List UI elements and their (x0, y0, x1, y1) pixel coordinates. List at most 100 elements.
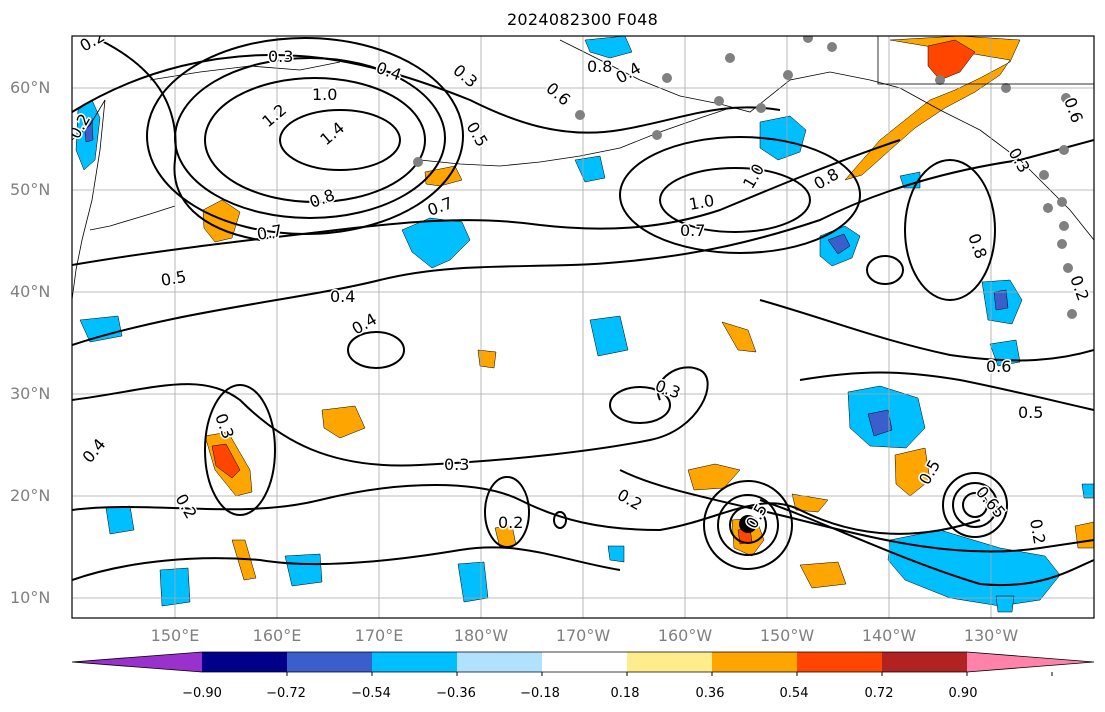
lon-label-150e: 150°E (150, 626, 200, 645)
contour-ty-2 (717, 494, 779, 556)
contour-ne-3 (904, 159, 996, 301)
typhoon-center (739, 515, 757, 533)
colorbar-segment (627, 652, 712, 672)
lon-label-140w: 140°W (861, 626, 917, 645)
shade-blue-45n (401, 217, 471, 269)
contour-label: 0.7 (680, 221, 705, 240)
contour-nw-4 (279, 109, 401, 171)
lon-label-150w: 150°W (759, 626, 815, 645)
shade-ak-blue (584, 36, 633, 59)
lat-label-20n: 20°N (10, 486, 51, 505)
shade-orange-19n (791, 493, 829, 513)
contour-nw-5 (72, 139, 1094, 346)
colorbar-tick: 0.72 (864, 686, 894, 701)
contour-ne-2 (619, 136, 861, 254)
contour-s-2 (553, 511, 567, 529)
colorbar-tick: 0.90 (948, 686, 978, 701)
shade-orange-10n-w (1074, 521, 1094, 549)
lat-label-60n: 60°N (10, 78, 51, 97)
shade-gulf-red (927, 39, 976, 81)
station-markers (413, 36, 1077, 319)
contour-e-2 (952, 482, 998, 528)
colorbar-segment (287, 652, 372, 672)
shade-blue-8n (995, 595, 1015, 613)
lat-label-30n: 30°N (10, 384, 51, 403)
lon-label-170e: 170°E (354, 626, 404, 645)
shade-orange-14n (799, 561, 847, 589)
shade-orange-52n (202, 199, 241, 243)
shade-blue-aleut (759, 115, 807, 161)
contour-label: 0.5 (1018, 403, 1043, 422)
shade-orange-31n (721, 321, 757, 353)
lon-label-130w: 130°W (963, 626, 1019, 645)
lon-label-170w: 170°W (555, 626, 611, 645)
shade-red-25n (211, 443, 241, 479)
contour-c-5 (759, 499, 1094, 586)
shade-blue-15n-c (607, 545, 625, 563)
contour-e-1 (962, 492, 988, 518)
lon-label-180w: 180°W (453, 626, 509, 645)
colorbar-tick: −0.90 (182, 686, 222, 701)
colorbar (71, 651, 1095, 676)
shade-blue-17n-e (1081, 483, 1094, 499)
contour-ne-4 (866, 255, 904, 285)
shade-blue-27n-dark (867, 409, 893, 437)
colorbar-tick: 0.18 (610, 686, 640, 701)
contour-c-1 (72, 366, 709, 467)
shade-blue-35n-w (79, 315, 123, 343)
shade-orange-33n (477, 349, 497, 369)
shade-blue-38n-dark (993, 289, 1009, 311)
contour-label: 0.3 (444, 455, 469, 474)
colorbar-segment (202, 652, 287, 672)
colorbar-tick: −0.36 (436, 686, 476, 701)
contour-label: 0.2 (1026, 517, 1049, 545)
contour-c-3 (72, 546, 621, 581)
contour-nw-7 (72, 53, 781, 134)
contour-nw-1 (204, 77, 426, 203)
contour-nw-8 (99, 39, 261, 241)
coast-aleutians (419, 107, 731, 167)
colorbar-segment (457, 652, 542, 672)
contour-label: 0.8 (587, 57, 612, 76)
map-title: 2024082300 F048 (506, 10, 659, 29)
contour-label: 0.2 (498, 513, 523, 532)
shade-orange-28n (321, 405, 366, 439)
contour-c-2 (72, 484, 981, 535)
colorbar-outline (71, 651, 1095, 673)
colorbar-tick: 0.36 (695, 686, 725, 701)
contour-ty-3 (703, 480, 793, 570)
contour-sw-1 (204, 384, 276, 516)
contour-lines (72, 37, 1094, 586)
colorbar-segment (882, 652, 967, 672)
shade-blue-31n (589, 315, 629, 357)
contour-c-4 (619, 469, 1094, 553)
contour-ty-1 (729, 506, 767, 544)
contour-s-1 (484, 476, 530, 548)
shade-orange-21n (687, 463, 741, 491)
colorbar-segment (372, 652, 457, 672)
colorbar-tick: −0.18 (520, 686, 560, 701)
colorbar-tick: 0.54 (779, 686, 809, 701)
colorbar-segment (712, 652, 797, 672)
colorbar-segment (542, 652, 627, 672)
shade-blue-42n-dark (827, 233, 851, 255)
shade-blue-12n (284, 553, 323, 587)
shade-blue-17n-w (105, 505, 135, 535)
shade-blue-band (887, 529, 1061, 607)
contour-label: 1.0 (312, 85, 337, 104)
shade-orange-22n (894, 447, 931, 497)
lon-label-160w: 160°W (657, 626, 713, 645)
shade-orange-12n (231, 539, 257, 581)
lon-label-160e: 160°E (252, 626, 302, 645)
contour-nw-6 (72, 139, 901, 266)
colorbar-arrow-left (72, 652, 202, 672)
contour-e-3 (942, 472, 1008, 538)
lat-label-10n: 10°N (10, 588, 51, 607)
shade-blue-aleut2 (574, 155, 606, 183)
contour-label: 0.4 (330, 287, 355, 306)
contour-label: 0.6 (986, 357, 1011, 376)
colorbar-tick: −0.72 (266, 686, 306, 701)
map-border (71, 35, 1095, 619)
lat-label-40n: 40°N (10, 282, 51, 301)
